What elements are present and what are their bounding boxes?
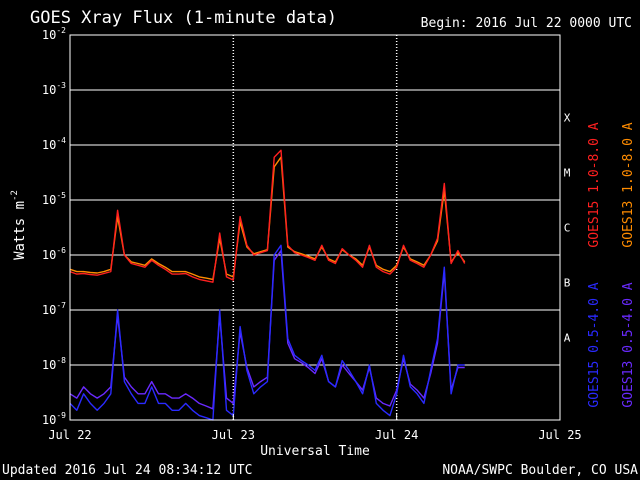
series-line — [69, 149, 466, 283]
y-tick-label: 10-7 — [42, 301, 66, 317]
chart-title: GOES Xray Flux (1-minute data) — [30, 8, 337, 28]
x-tick-label: Jul 22 — [48, 428, 91, 442]
flare-class-label: C — [564, 222, 571, 235]
x-tick-labels: Jul 22 Jul 23 Jul 24 Jul 25 — [48, 414, 582, 442]
x-axis-label: Universal Time — [260, 444, 370, 459]
y-tick-label: 10-5 — [42, 191, 66, 207]
legend: GOES15 1.0-8.0 A GOES13 1.0-8.0 A GOES15 0… — [587, 122, 636, 407]
legend-entry: GOES15 0.5-4.0 A — [587, 282, 602, 407]
y-axis-label: Watts m-2 — [10, 190, 28, 260]
begin-label: Begin: 2016 Jul 22 0000 UTC — [421, 16, 632, 31]
flare-class-label: A — [564, 332, 571, 345]
svg-text:Watts m-2: Watts m-2 — [10, 190, 28, 260]
y-tick-label: 10-6 — [42, 246, 66, 262]
flare-class-label: X — [564, 112, 571, 125]
updated-timestamp: Updated 2016 Jul 24 08:34:12 UTC — [2, 463, 252, 478]
x-tick-label: Jul 25 — [538, 428, 581, 442]
grid — [70, 34, 560, 421]
x-tick-label: Jul 23 — [212, 428, 255, 442]
y-tick-labels: 10-9 10-8 10-7 10-6 10-5 10-4 10-3 10-2 — [42, 26, 66, 427]
x-tick-label: Jul 24 — [375, 428, 418, 442]
y-tick-label: 10-2 — [42, 26, 66, 42]
credit-text: NOAA/SWPC Boulder, CO USA — [442, 463, 638, 478]
plot-frame — [69, 34, 561, 421]
y-tick-label: 10-8 — [42, 356, 66, 372]
legend-entry: GOES13 0.5-4.0 A — [621, 282, 636, 407]
y-tick-label: 10-9 — [42, 411, 66, 427]
flare-class-label: M — [564, 167, 571, 180]
y-tick-label: 10-3 — [42, 81, 66, 97]
series-layer — [69, 149, 466, 421]
legend-entry: GOES15 1.0-8.0 A — [587, 122, 602, 247]
flare-class-labels: A B C M X — [564, 112, 571, 345]
series-line — [69, 244, 465, 421]
y-tick-label: 10-4 — [42, 136, 66, 152]
legend-entry: GOES13 1.0-8.0 A — [621, 122, 636, 247]
flare-class-label: B — [564, 277, 571, 290]
